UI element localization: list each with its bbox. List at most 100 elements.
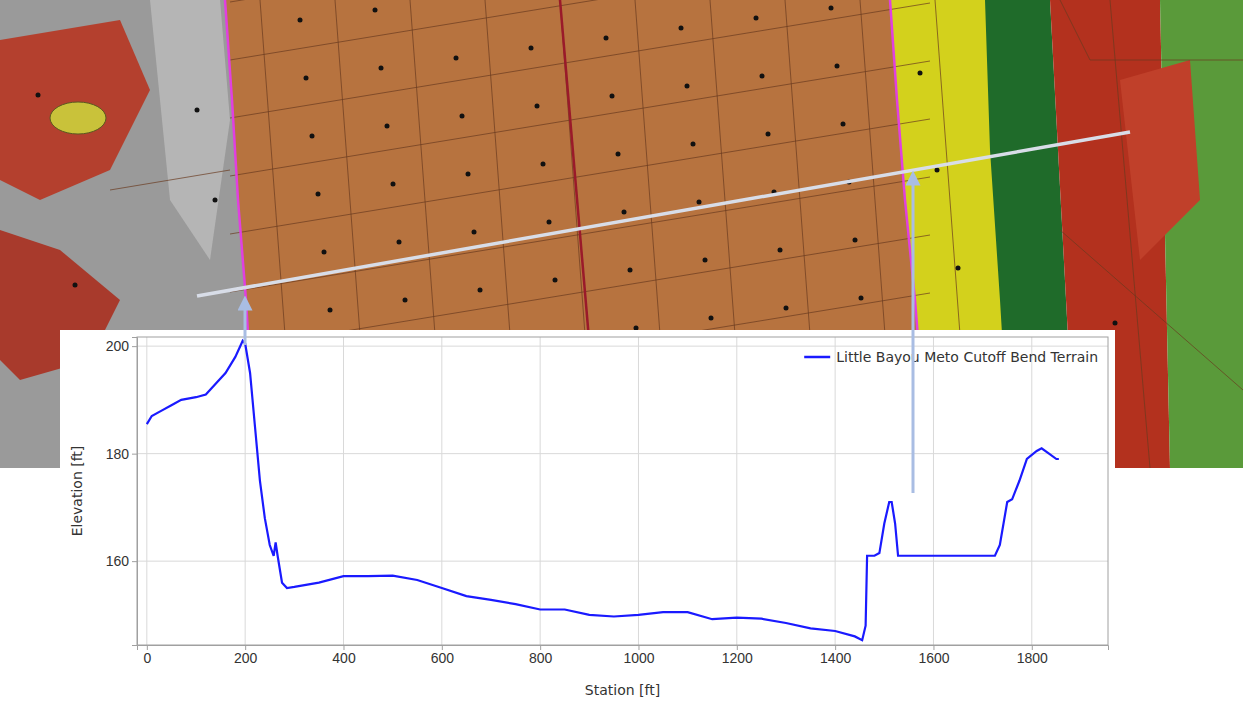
cell-center (73, 283, 78, 288)
cell-center (754, 16, 759, 21)
cell-center (454, 56, 459, 61)
cell-center (195, 108, 200, 113)
tick-label: 1000 (623, 650, 654, 666)
tick-mark (132, 346, 137, 347)
grid-line (933, 337, 934, 645)
legend-swatch (804, 356, 830, 359)
grid-line (343, 337, 344, 645)
grid-line (441, 337, 442, 645)
cell-center (472, 230, 477, 235)
grid-line (146, 337, 147, 645)
cell-center (460, 114, 465, 119)
chart-panel (60, 330, 1115, 715)
cell-center (956, 266, 961, 271)
tick: 180 (106, 446, 137, 462)
cell-center (478, 288, 483, 293)
grid-line (137, 346, 1108, 347)
cell-center (709, 316, 714, 321)
cell-center (841, 122, 846, 127)
mesh-line (230, 3, 930, 118)
cell-center (697, 200, 702, 205)
tick: 800 (529, 645, 553, 666)
tick: 200 (106, 338, 137, 354)
cell-center (760, 74, 765, 79)
cell-center (778, 248, 783, 253)
cell-center (616, 152, 621, 157)
cell-center (466, 172, 471, 177)
grid-line (1031, 337, 1032, 645)
tick: 200 (234, 645, 258, 666)
cell-center (535, 104, 540, 109)
cell-center (835, 64, 840, 69)
pointer-arrow (244, 303, 247, 345)
cell-center (784, 306, 789, 311)
grid-line (638, 337, 639, 645)
cell-center (1113, 321, 1118, 326)
cell-center (703, 258, 708, 263)
grid-line (736, 337, 737, 645)
cell-center (628, 268, 633, 273)
x-axis: 0 200 400 600 800 1000 1200 1400 1600 1800 (138, 645, 1109, 666)
terrain-high (1120, 60, 1200, 260)
y-axis: 160 180 200 (106, 338, 138, 646)
tick-label: 1800 (1017, 650, 1048, 666)
cell-center (379, 66, 384, 71)
tick: 600 (431, 645, 455, 666)
grid-line (137, 453, 1108, 454)
hillshade-light (150, 0, 230, 260)
tick-label: 160 (106, 553, 130, 569)
tick-label: 600 (431, 650, 455, 666)
tick: 1200 (722, 645, 753, 666)
tick-mark (132, 454, 137, 455)
tick: 160 (106, 553, 137, 569)
cell-center (918, 71, 923, 76)
mesh-line (230, 0, 930, 60)
tick-label: 0 (143, 650, 151, 666)
cell-center (829, 6, 834, 11)
profile-line (197, 132, 1130, 296)
cell-center (634, 326, 639, 331)
cell-center (316, 192, 321, 197)
tick: 1600 (918, 645, 949, 666)
pond (50, 102, 106, 134)
cell-center (685, 84, 690, 89)
tick-mark (132, 561, 137, 562)
grid-line (540, 337, 541, 645)
tick: 400 (332, 645, 356, 666)
plot-frame (137, 337, 1108, 645)
lines (147, 341, 1059, 640)
tick: 1400 (820, 645, 851, 666)
cell-center (36, 93, 41, 98)
cell-center (310, 134, 315, 139)
tick-label: 800 (529, 650, 553, 666)
tick-label: 1200 (722, 650, 753, 666)
cell-center (403, 298, 408, 303)
mesh-line (230, 119, 930, 234)
x-axis-title: Station [ft] (585, 682, 660, 698)
cell-center (547, 220, 552, 225)
cell-center (397, 240, 402, 245)
cell-center (553, 278, 558, 283)
cell-center (373, 8, 378, 13)
grid-line (137, 561, 1108, 562)
pointer-arrow (912, 178, 915, 493)
legend-label: Little Bayou Meto Cutoff Bend Terrain (836, 349, 1098, 365)
series-line (147, 341, 1059, 640)
cell-center (604, 36, 609, 41)
cell-center (322, 250, 327, 255)
cell-center (391, 182, 396, 187)
tick: 0 (143, 645, 151, 666)
cell-center (298, 18, 303, 23)
plot: 0 200 400 600 800 1000 1200 1400 1600 1800 160 180 2… (69, 337, 1109, 698)
tick-label: 180 (106, 446, 130, 462)
cell-center (853, 238, 858, 243)
cell-center (529, 46, 534, 51)
cell-center (213, 198, 218, 203)
tick: 1800 (1017, 645, 1048, 666)
y-axis-title: Elevation [ft] (69, 446, 85, 537)
grid (137, 337, 1108, 645)
cell-center (328, 308, 333, 313)
cell-center (541, 162, 546, 167)
grid-line (835, 337, 836, 645)
tick-label: 400 (332, 650, 356, 666)
